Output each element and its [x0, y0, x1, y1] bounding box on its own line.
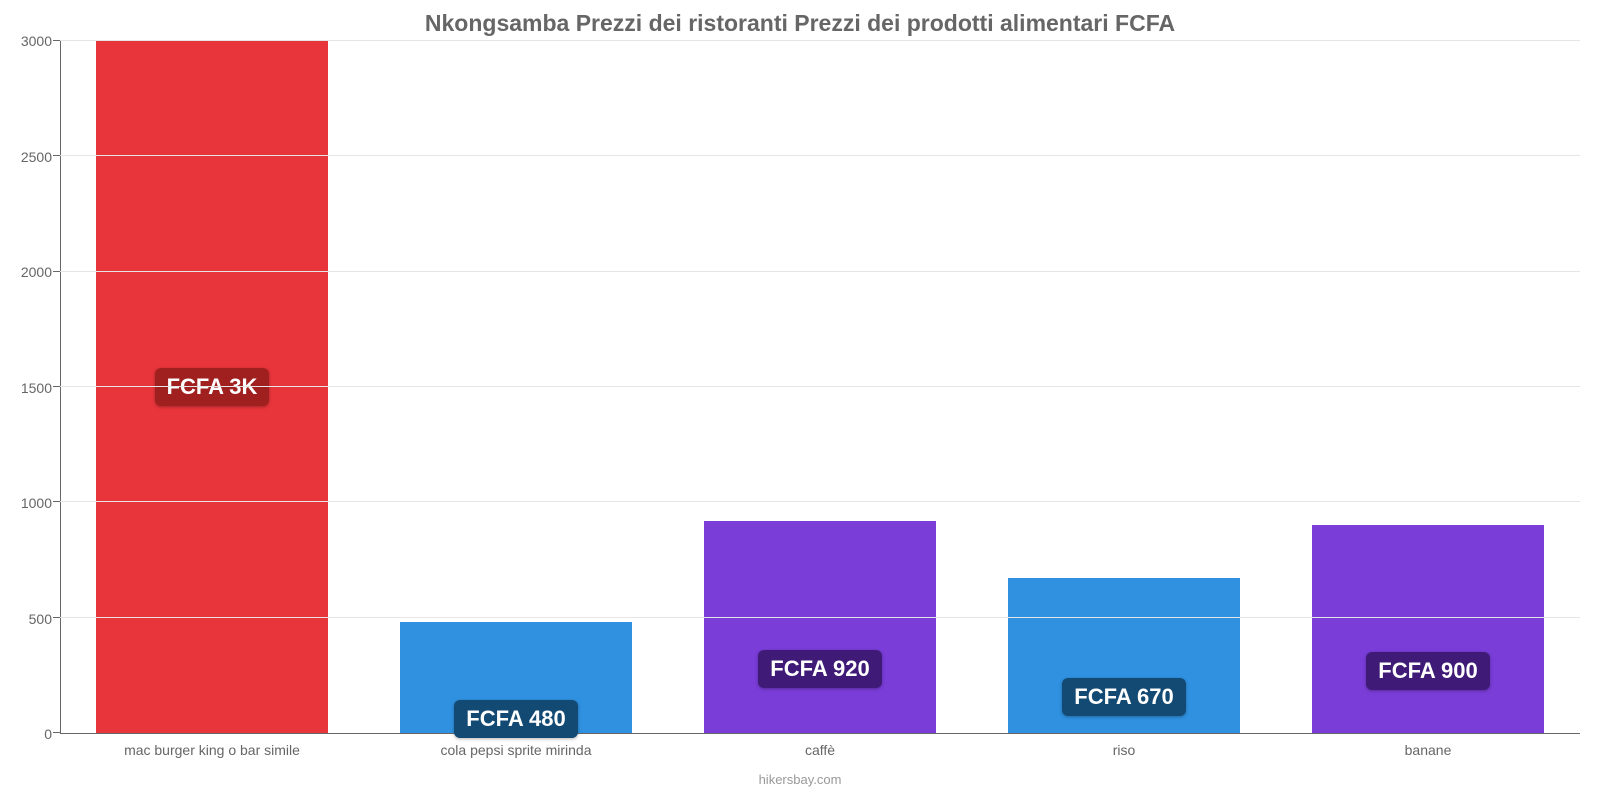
- plot-row: 050010001500200025003000 FCFA 3KFCFA 480…: [0, 41, 1600, 734]
- grid-line: [60, 271, 1580, 272]
- value-badge: FCFA 3K: [155, 368, 270, 406]
- grid-line: [60, 501, 1580, 502]
- grid-line: [60, 155, 1580, 156]
- attribution: hikersbay.com: [0, 772, 1600, 800]
- value-badge: FCFA 480: [454, 700, 577, 738]
- grid-line: [60, 386, 1580, 387]
- bar: FCFA 670: [1008, 578, 1239, 733]
- x-tick-label: riso: [972, 734, 1276, 772]
- y-tick-mark: [53, 617, 60, 618]
- y-tick-label: 1500: [21, 380, 52, 396]
- x-tick-label: cola pepsi sprite mirinda: [364, 734, 668, 772]
- y-tick-mark: [53, 40, 60, 41]
- x-tick-label: mac burger king o bar simile: [60, 734, 364, 772]
- x-axis: mac burger king o bar similecola pepsi s…: [0, 734, 1600, 772]
- bar: FCFA 900: [1312, 525, 1543, 733]
- bar: FCFA 480: [400, 622, 631, 733]
- bar-slot: FCFA 920: [668, 41, 972, 733]
- y-axis: 050010001500200025003000: [0, 41, 60, 734]
- y-tick-mark: [53, 155, 60, 156]
- y-tick-label: 500: [29, 611, 52, 627]
- y-tick-label: 1000: [21, 495, 52, 511]
- chart-title: Nkongsamba Prezzi dei ristoranti Prezzi …: [0, 0, 1600, 41]
- y-tick-label: 2000: [21, 264, 52, 280]
- bars-container: FCFA 3K FCFA 480 FCFA 920 FCFA 670 FCFA 900: [60, 41, 1580, 733]
- y-tick-label: 0: [44, 726, 52, 742]
- bar-slot: FCFA 670: [972, 41, 1276, 733]
- x-tick-label: banane: [1276, 734, 1580, 772]
- bar-slot: FCFA 3K: [60, 41, 364, 733]
- plot-area: FCFA 3K FCFA 480 FCFA 920 FCFA 670 FCFA 900: [60, 41, 1580, 734]
- grid-line: [60, 40, 1580, 41]
- grid-line: [60, 617, 1580, 618]
- x-tick-label: caffè: [668, 734, 972, 772]
- bar-slot: FCFA 480: [364, 41, 668, 733]
- y-tick-label: 2500: [21, 149, 52, 165]
- bar: FCFA 3K: [96, 41, 327, 733]
- y-tick-mark: [53, 732, 60, 733]
- value-badge: FCFA 920: [758, 650, 881, 688]
- value-badge: FCFA 670: [1062, 678, 1185, 716]
- bar: FCFA 920: [704, 521, 935, 733]
- y-tick-mark: [53, 271, 60, 272]
- chart-container: Nkongsamba Prezzi dei ristoranti Prezzi …: [0, 0, 1600, 800]
- y-tick-mark: [53, 501, 60, 502]
- y-tick-mark: [53, 386, 60, 387]
- bar-slot: FCFA 900: [1276, 41, 1580, 733]
- value-badge: FCFA 900: [1366, 652, 1489, 690]
- y-tick-label: 3000: [21, 33, 52, 49]
